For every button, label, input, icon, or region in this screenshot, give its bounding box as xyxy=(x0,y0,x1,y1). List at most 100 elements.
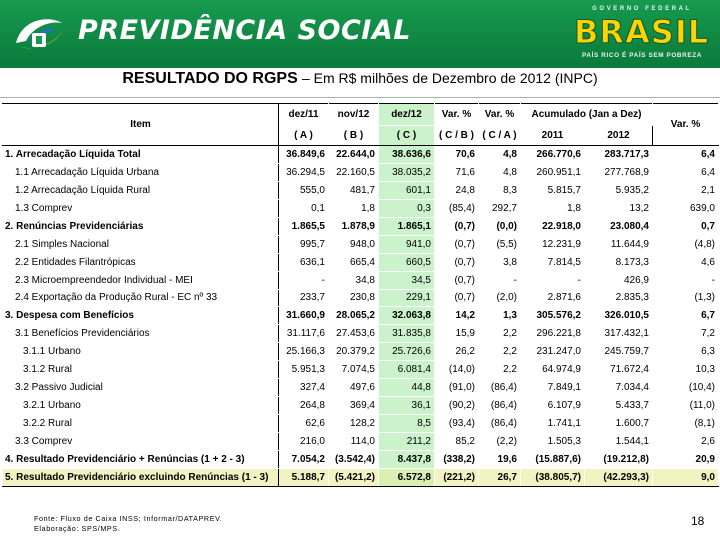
row-value: 497,6 xyxy=(328,378,379,398)
row-value: - xyxy=(652,270,719,290)
row-value: 266.770,6 xyxy=(520,145,585,164)
row-value: 34,5 xyxy=(378,270,435,290)
row-value: (38.805,7) xyxy=(520,467,585,488)
row-value: 230,8 xyxy=(328,288,379,308)
row-value: 1.865,5 xyxy=(278,216,329,236)
row-label: 2.3 Microempreendedor Individual - MEI xyxy=(2,270,279,290)
row-label: 3.2 Passivo Judicial xyxy=(2,378,279,398)
row-value: 0,1 xyxy=(278,198,329,218)
row-value: 948,0 xyxy=(328,234,379,254)
row-value: (338,2) xyxy=(434,449,479,469)
footer-source-note: Fonte: Fluxo de Caixa INSS; Informar/DAT… xyxy=(34,514,222,534)
row-value: 1.505,3 xyxy=(520,432,585,451)
header-2012: 2012 xyxy=(584,125,653,146)
row-value: 25.166,3 xyxy=(278,342,329,362)
table-row: 1.1 Arrecadação Líquida Urbana 36.294,5 22… xyxy=(2,162,719,182)
row-value: 7.054,2 xyxy=(278,449,329,469)
row-value: 296.221,8 xyxy=(520,324,585,344)
row-label: 4. Resultado Previdenciário + Renúncias … xyxy=(2,449,279,469)
row-value: 22.644,0 xyxy=(328,145,379,164)
row-value: 6,4 xyxy=(652,162,719,182)
row-value: 25.726,6 xyxy=(378,342,435,362)
row-value: 229,1 xyxy=(378,288,435,308)
row-value: 71.672,4 xyxy=(584,360,653,380)
row-value: (3.542,4) xyxy=(328,449,379,469)
row-label: 3.2.2 Rural xyxy=(2,414,279,433)
brand-title: PREVIDÊNCIA SOCIAL xyxy=(78,15,411,46)
row-value: 260.951,1 xyxy=(520,162,585,182)
table-row: 1. Arrecadação Líquida Total 36.849,6 22.6… xyxy=(2,145,719,164)
header-var-accum: Var. % xyxy=(652,103,719,146)
table-row: 2.3 Microempreendedor Individual - MEI -3… xyxy=(2,270,719,290)
table-row: 3. Despesa com Benefícios 31.660,9 28.065,… xyxy=(2,306,719,326)
row-value: - xyxy=(278,270,329,290)
gov-slogan: PAÍS RICO É PAÍS SEM POBREZA xyxy=(582,52,702,59)
row-value: 2.835,3 xyxy=(584,288,653,308)
row-value: 7,2 xyxy=(652,324,719,344)
row-value: 5.433,7 xyxy=(584,396,653,416)
row-value: 555,0 xyxy=(278,180,329,200)
row-value: 24,8 xyxy=(434,180,479,200)
row-value: 22.160,5 xyxy=(328,162,379,182)
row-value: 5.935,2 xyxy=(584,180,653,200)
row-value: (19.212,8) xyxy=(584,449,653,469)
row-value: (15.887,6) xyxy=(520,449,585,469)
row-value: (86,4) xyxy=(478,396,521,416)
header-var-cb: Var. % xyxy=(434,103,479,126)
table-row: 3.2.2 Rural 62,6 128,2 8,5 (93,4) (86,4) 1.741… xyxy=(2,414,719,433)
row-value: 6.107,9 xyxy=(520,396,585,416)
table-row: 5. Resultado Previdenciário excluindo Re… xyxy=(2,467,719,488)
gov-brasil-logo: GOVERNO FEDERAL BRASIL PAÍS RICO É PAÍS … xyxy=(566,6,716,64)
row-value: 38.636,6 xyxy=(378,145,435,164)
table-row: 2. Renúncias Previdenciárias 1.865,5 1.878… xyxy=(2,216,719,236)
row-value: (1,3) xyxy=(652,288,719,308)
row-value: 36.294,5 xyxy=(278,162,329,182)
row-label: 2. Renúncias Previdenciárias xyxy=(2,216,279,236)
row-value: 4,6 xyxy=(652,252,719,272)
row-value: 7.034,4 xyxy=(584,378,653,398)
row-value: 10,3 xyxy=(652,360,719,380)
row-label: 1.2 Arrecadação Líquida Rural xyxy=(2,180,279,200)
row-value: 233,7 xyxy=(278,288,329,308)
row-label: 3.2.1 Urbano xyxy=(2,396,279,416)
row-value: (11,0) xyxy=(652,396,719,416)
row-value: 6,4 xyxy=(652,145,719,164)
row-value: 6,3 xyxy=(652,342,719,362)
table-row: 3.1 Benefícios Previdenciários 31.117,6 27… xyxy=(2,324,719,344)
row-value: 317.432,1 xyxy=(584,324,653,344)
title-main: RESULTADO DO RGPS xyxy=(122,70,298,87)
row-value: (93,4) xyxy=(434,414,479,433)
row-value: 636,1 xyxy=(278,252,329,272)
row-label: 1. Arrecadação Líquida Total xyxy=(2,145,279,164)
row-value: 11.644,9 xyxy=(584,234,653,254)
row-value: 2,2 xyxy=(478,360,521,380)
table-row: 3.1.1 Urbano 25.166,3 20.379,2 25.726,6 26,2… xyxy=(2,342,719,362)
row-value: 7.849,1 xyxy=(520,378,585,398)
table-row: 3.2 Passivo Judicial 327,4 497,6 44,8 (91,0)… xyxy=(2,378,719,398)
row-value: 32.063,8 xyxy=(378,306,435,326)
row-label: 5. Resultado Previdenciário excluindo Re… xyxy=(2,467,279,488)
row-value: 1,3 xyxy=(478,306,521,326)
header-dez11: dez/11 xyxy=(278,103,329,126)
row-value: 38.035,2 xyxy=(378,162,435,182)
row-value: 4,8 xyxy=(478,162,521,182)
title-subtitle: – Em R$ milhões de Dezembro de 2012 (INP… xyxy=(301,70,598,86)
header-col-c: ( C ) xyxy=(378,125,435,146)
row-value: 660,5 xyxy=(378,252,435,272)
row-value: 31.660,9 xyxy=(278,306,329,326)
table-row: 3.3 Comprev 216,0 114,0 211,2 85,2 (2,2) 1.505… xyxy=(2,432,719,451)
row-label: 2.4 Exportação da Produção Rural - EC nº… xyxy=(2,288,279,308)
row-value: 995,7 xyxy=(278,234,329,254)
row-value: 2,6 xyxy=(652,432,719,451)
table-row: 3.1.2 Rural 5.951,3 7.074,5 6.081,4 (14,0) 2,… xyxy=(2,360,719,380)
header-banner: PREVIDÊNCIA SOCIAL GOVERNO FEDERAL BRASI… xyxy=(0,0,720,68)
row-value: 71,6 xyxy=(434,162,479,182)
row-value: 44,8 xyxy=(378,378,435,398)
row-label: 2.1 Simples Nacional xyxy=(2,234,279,254)
row-value: 665,4 xyxy=(328,252,379,272)
row-value: 114,0 xyxy=(328,432,379,451)
row-value: 26,2 xyxy=(434,342,479,362)
row-value: 426,9 xyxy=(584,270,653,290)
row-value: 0,7 xyxy=(652,216,719,236)
row-value: 8.173,3 xyxy=(584,252,653,272)
